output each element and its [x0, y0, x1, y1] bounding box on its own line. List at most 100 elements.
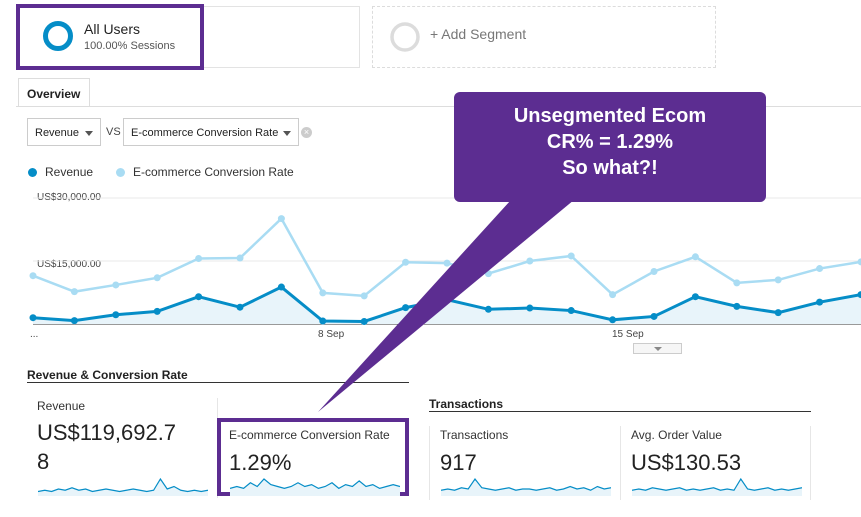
data-point-revenue[interactable] [526, 304, 534, 312]
data-point-conversion-rate[interactable] [816, 265, 824, 273]
data-point-revenue[interactable] [153, 307, 161, 315]
metric-value-avg-order-value: US$130.53 [631, 450, 742, 475]
data-point-revenue[interactable] [691, 293, 699, 301]
metric-label-revenue: Revenue [37, 399, 86, 413]
add-segment-button[interactable]: + Add Segment [430, 26, 527, 42]
data-point-conversion-rate[interactable] [112, 281, 120, 289]
data-point-revenue[interactable] [70, 317, 78, 325]
segment-donut-icon [43, 21, 73, 51]
metric2-select[interactable]: E-commerce Conversion Rate [123, 118, 299, 146]
sparkline-area [632, 479, 802, 496]
segment-title: All Users [84, 21, 141, 37]
data-point-revenue[interactable] [650, 312, 658, 320]
metric2-select-label: E-commerce Conversion Rate [131, 127, 279, 139]
data-point-conversion-rate[interactable] [526, 257, 534, 265]
tile-divider [429, 426, 430, 500]
data-point-conversion-rate[interactable] [774, 276, 782, 284]
sparkline-area [441, 479, 611, 496]
section-title-revenue-conversion: Revenue & Conversion Rate [27, 368, 188, 382]
data-point-conversion-rate[interactable] [443, 259, 451, 267]
data-point-conversion-rate[interactable] [153, 274, 161, 282]
sparkline-transactions [441, 477, 611, 496]
metric-value-transactions: 917 [440, 450, 477, 475]
clear-metric-icon[interactable]: × [301, 127, 312, 138]
sparkline-line [632, 477, 802, 491]
section-title-transactions: Transactions [429, 397, 504, 411]
legend-conversion-rate[interactable]: E-commerce Conversion Rate [133, 165, 294, 179]
metric-label-conversion-rate: E-commerce Conversion Rate [229, 428, 390, 442]
data-point-conversion-rate[interactable] [609, 291, 617, 299]
metric-label-avg-order-value: Avg. Order Value [631, 428, 722, 442]
tab-overview[interactable]: Overview [18, 78, 90, 107]
sparkline-conversion-rate [230, 478, 400, 496]
x-tick-label: 8 Sep [318, 329, 345, 340]
data-point-revenue[interactable] [774, 309, 782, 317]
metric1-select-label: Revenue [35, 127, 80, 139]
data-point-revenue[interactable] [857, 291, 861, 299]
data-point-conversion-rate[interactable] [650, 268, 658, 275]
segment-highlight-box [16, 4, 204, 70]
data-point-revenue[interactable] [29, 314, 37, 322]
section-underline [27, 382, 409, 383]
data-point-conversion-rate[interactable] [691, 253, 699, 261]
data-point-conversion-rate[interactable] [29, 272, 37, 280]
data-point-revenue[interactable] [236, 303, 244, 311]
metric1-select[interactable]: Revenue [27, 118, 101, 146]
data-point-revenue[interactable] [277, 283, 285, 291]
data-point-conversion-rate[interactable] [360, 292, 368, 300]
data-point-revenue[interactable] [609, 316, 617, 324]
sparkline-line [230, 478, 400, 490]
sparkline-revenue [38, 477, 208, 496]
chart-scroll-handle[interactable] [633, 343, 682, 354]
data-point-conversion-rate[interactable] [195, 254, 203, 262]
vs-label: VS [106, 126, 121, 138]
callout-line-3: So what?! [562, 157, 658, 179]
data-point-revenue[interactable] [567, 307, 575, 315]
data-point-revenue[interactable] [195, 293, 203, 301]
revenue-area [33, 287, 861, 324]
data-point-conversion-rate[interactable] [857, 258, 861, 266]
annotation-callout: Unsegmented Ecom CR% = 1.29% So what?! [454, 92, 766, 202]
add-segment-card[interactable] [372, 6, 716, 68]
data-point-conversion-rate[interactable] [733, 279, 741, 287]
data-point-revenue[interactable] [733, 302, 741, 310]
callout-line-1: Unsegmented Ecom [513, 105, 707, 127]
data-point-revenue[interactable] [402, 304, 410, 312]
data-point-revenue[interactable] [360, 317, 368, 325]
sparkline-avg-order-value [632, 477, 802, 496]
chevron-down-icon [654, 347, 662, 351]
x-tick-label: 15 Sep [612, 329, 644, 340]
sparkline-line [441, 477, 611, 491]
metric-value-revenue: US$119,692.7 8 [37, 418, 176, 476]
tile-divider [810, 426, 811, 500]
legend-revenue-dot [28, 168, 37, 177]
callout-line-2: CR% = 1.29% [546, 131, 674, 153]
legend-conversion-dot [116, 168, 125, 177]
segment-subtitle: 100.00% Sessions [84, 40, 176, 52]
sparkline-line [38, 477, 208, 493]
metric-label-transactions: Transactions [440, 428, 509, 442]
x-tick-label: ... [30, 329, 39, 340]
data-point-conversion-rate[interactable] [70, 288, 78, 296]
add-segment-ring-icon [390, 22, 420, 52]
data-point-conversion-rate[interactable] [319, 289, 327, 297]
data-point-revenue[interactable] [816, 298, 824, 306]
legend-revenue[interactable]: Revenue [45, 165, 94, 179]
data-point-conversion-rate[interactable] [277, 215, 285, 223]
tab-divider [16, 106, 861, 107]
metric-value-revenue-line1: US$119,692.7 [37, 420, 177, 445]
sparkline-area [38, 479, 208, 496]
metric-value-revenue-line2: 8 [37, 449, 50, 474]
metric-value-conversion-rate: 1.29% [229, 450, 292, 475]
data-point-conversion-rate[interactable] [236, 254, 244, 262]
sparkline-area [230, 479, 400, 496]
section-underline [429, 411, 811, 412]
data-point-conversion-rate[interactable] [402, 258, 410, 266]
data-point-conversion-rate[interactable] [567, 252, 575, 260]
data-point-revenue[interactable] [319, 317, 327, 325]
data-point-revenue[interactable] [484, 305, 492, 313]
chevron-down-icon [85, 131, 93, 136]
tile-divider [620, 426, 621, 500]
data-point-revenue[interactable] [112, 311, 120, 319]
